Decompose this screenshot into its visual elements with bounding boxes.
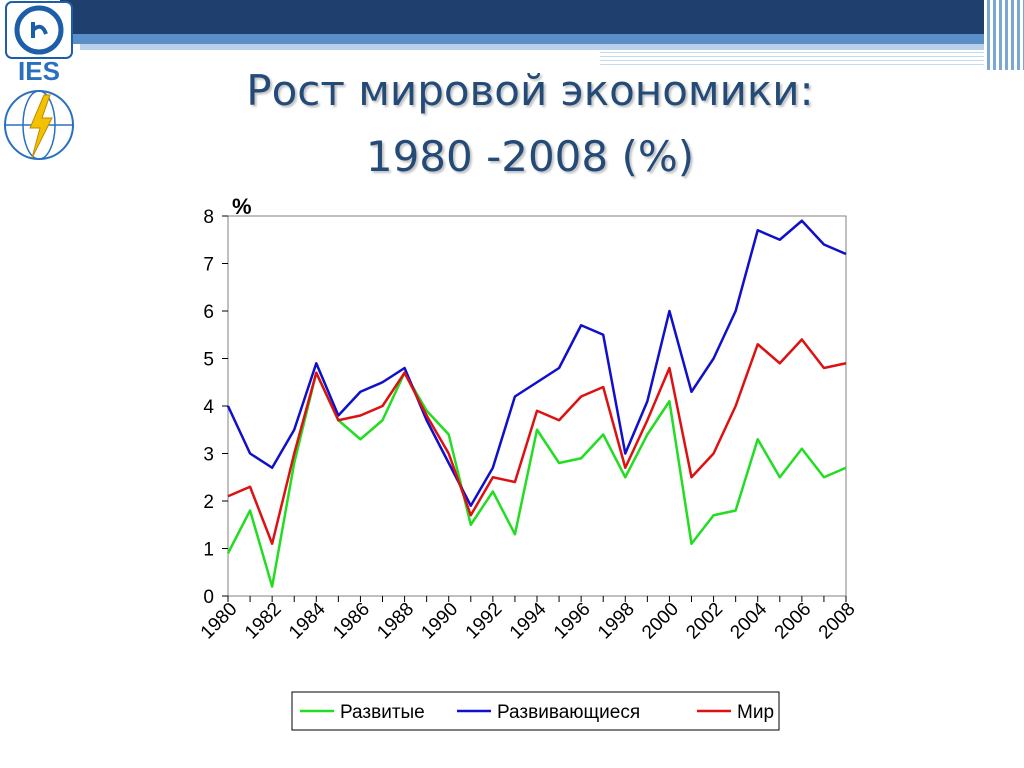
x-tick-label: 2002 <box>682 599 727 644</box>
x-tick-label: 1986 <box>329 599 374 644</box>
plot-area <box>227 215 847 597</box>
x-tick-label: 2008 <box>815 599 860 644</box>
chart-lines <box>226 219 847 588</box>
legend-label: Развивающиеся <box>497 702 640 723</box>
series-line <box>226 219 847 507</box>
y-tick-label: 0 <box>203 587 214 608</box>
x-tick-label: 1996 <box>550 599 595 644</box>
series-line <box>227 338 847 545</box>
x-tick-label: 1990 <box>418 599 463 644</box>
x-tick-label: 1984 <box>285 598 330 643</box>
x-tick-label: 1988 <box>373 599 418 644</box>
y-tick-label: 3 <box>203 445 214 466</box>
y-tick-label: 5 <box>203 350 214 371</box>
y-tick-label: 8 <box>203 207 214 228</box>
legend-label: Развитые <box>340 702 425 723</box>
header-banner-lines <box>600 52 1000 68</box>
y-tick-label: 7 <box>203 255 214 276</box>
y-tick-label: 1 <box>203 540 214 561</box>
header-banner <box>60 0 1024 34</box>
y-tick-label: 6 <box>203 302 214 323</box>
x-tick-label: 1998 <box>594 599 639 644</box>
x-tick-label: 2000 <box>638 599 683 644</box>
x-tick-label: 1982 <box>241 599 286 644</box>
logo-text: IES <box>18 56 60 86</box>
x-tick-label: 2004 <box>727 598 772 643</box>
y-unit-label: % <box>232 194 252 219</box>
chart-legend: Развитые Развивающиеся Мир <box>291 691 780 731</box>
x-tick-label: 1992 <box>462 599 507 644</box>
slide-title: Рост мировой экономики: <box>246 66 814 115</box>
logo-ring-icon <box>14 5 64 55</box>
x-tick-label: 2006 <box>771 599 816 644</box>
y-tick-label: 2 <box>203 492 214 513</box>
y-tick-label: 4 <box>203 397 214 418</box>
header-banner-stripe <box>60 34 1024 44</box>
slide-subtitle: 1980 -2008 (%) <box>365 132 695 181</box>
header-banner-bars <box>984 0 1024 70</box>
legend-label: Мир <box>737 702 774 723</box>
x-tick-label: 1994 <box>506 598 551 643</box>
lightning-icon <box>29 94 53 159</box>
organization-logo: IES <box>0 0 82 170</box>
header-banner-light-stripe <box>80 44 1024 50</box>
